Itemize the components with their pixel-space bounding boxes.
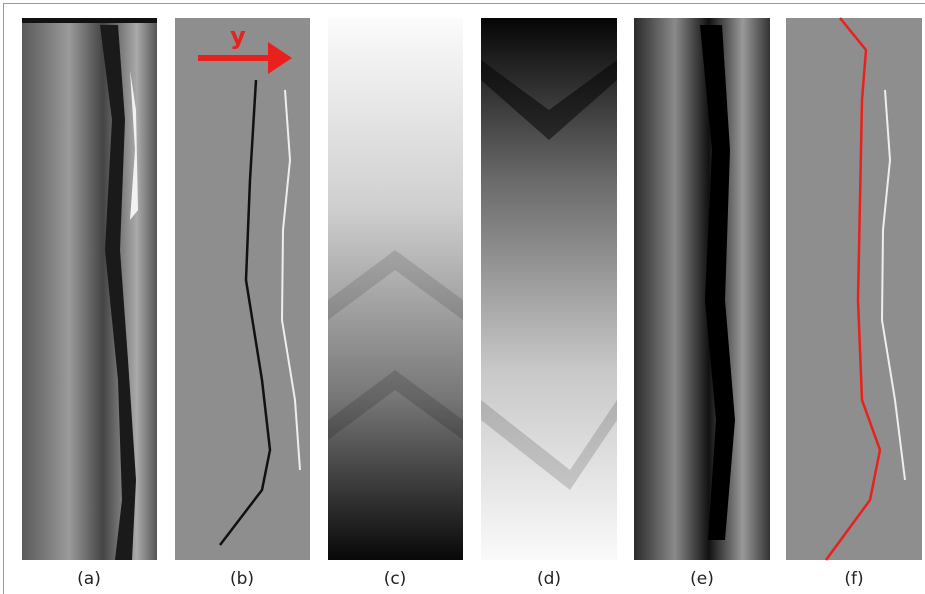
panel-a <box>22 18 157 560</box>
panel-label: (e) <box>690 569 714 589</box>
panel-label: (d) <box>537 569 561 589</box>
panel-label: (b) <box>230 569 254 589</box>
panel-label: (c) <box>384 569 407 589</box>
panel-c <box>328 18 463 560</box>
panel-e <box>634 18 770 560</box>
panel-b: y <box>175 18 310 560</box>
figure: y (a) (b) (c) (d) (e) (f) <box>0 0 925 594</box>
panel-f <box>786 18 922 560</box>
panel-label: (f) <box>844 569 863 589</box>
arrow-label: y <box>230 22 246 50</box>
panel-label: (a) <box>77 569 101 589</box>
panel-d <box>481 18 617 560</box>
